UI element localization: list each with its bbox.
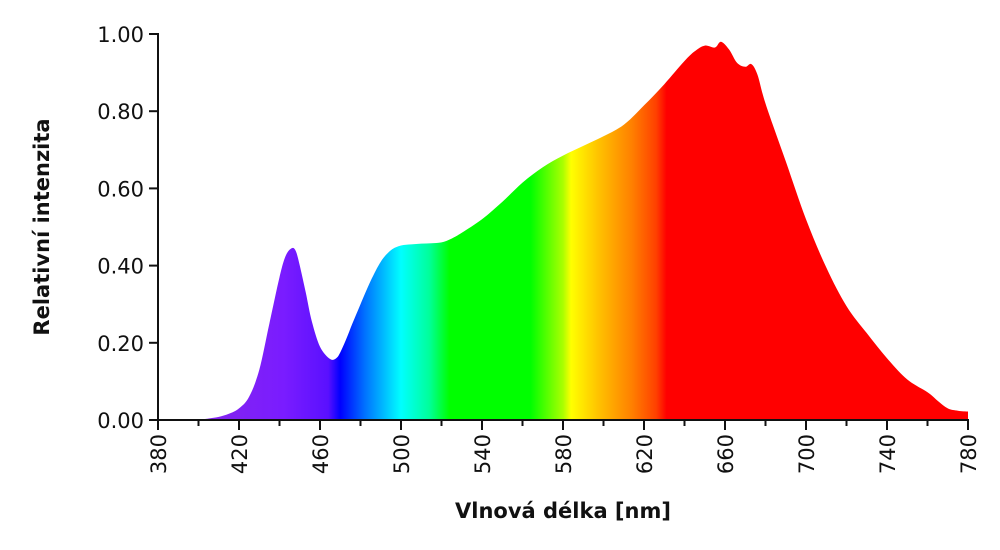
x-tick-label: 700 — [795, 434, 819, 474]
x-tick-label: 620 — [633, 434, 657, 474]
x-axis-title: Vlnová délka [nm] — [455, 499, 671, 523]
y-axis-title: Relativní intenzita — [30, 118, 54, 335]
spectrum-area — [198, 41, 968, 420]
x-tick-label: 500 — [390, 434, 414, 474]
x-ticks: 380 420 460 500 540 580 620 660 700 740 780 — [147, 420, 981, 474]
y-ticks: 0.00 0.20 0.40 0.60 0.80 1.00 — [97, 23, 158, 433]
x-tick-label: 580 — [552, 434, 576, 474]
x-tick-label: 780 — [957, 434, 981, 474]
y-tick-label: 0.80 — [97, 100, 144, 124]
x-tick-label: 740 — [876, 434, 900, 474]
x-tick-label: 540 — [471, 434, 495, 474]
y-tick-label: 0.20 — [97, 332, 144, 356]
y-tick-label: 0.40 — [97, 255, 144, 279]
x-tick-label: 660 — [714, 434, 738, 474]
x-tick-label: 420 — [228, 434, 252, 474]
y-tick-label: 0.60 — [97, 177, 144, 201]
x-tick-label: 460 — [309, 434, 333, 474]
y-tick-label: 1.00 — [97, 23, 144, 47]
y-tick-label: 0.00 — [97, 409, 144, 433]
x-tick-label: 380 — [147, 434, 171, 474]
